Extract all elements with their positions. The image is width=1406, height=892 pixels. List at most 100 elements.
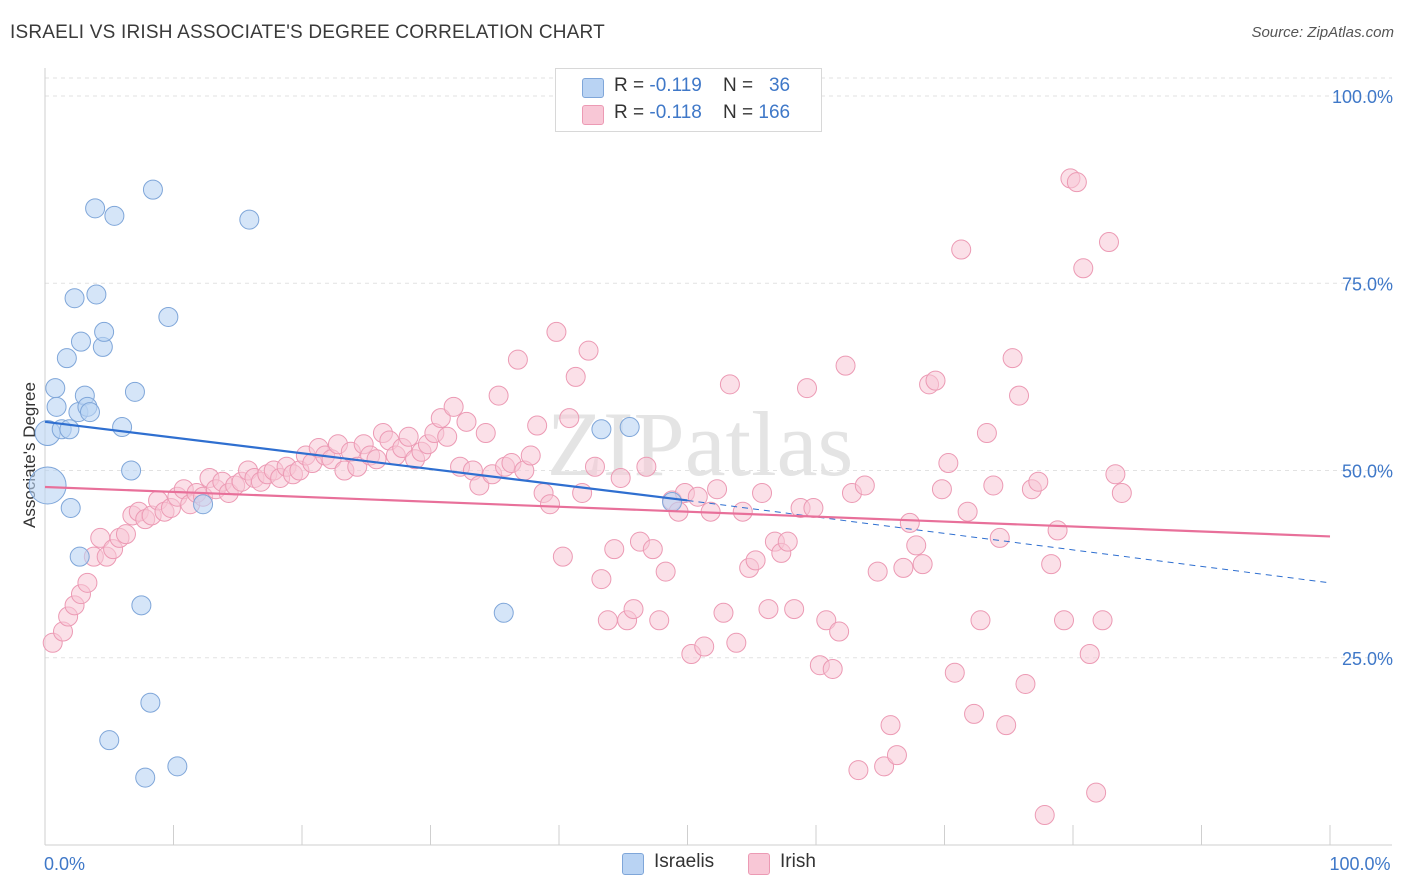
irish-point	[623, 599, 644, 620]
irish-point	[604, 539, 625, 560]
irish-point	[507, 349, 528, 370]
irish-point	[642, 539, 663, 560]
israeli-point	[124, 381, 145, 402]
irish-point	[970, 610, 991, 631]
y-tick-label: 75.0%	[1342, 274, 1393, 294]
irish-point	[1105, 464, 1126, 485]
israeli-point	[56, 348, 77, 369]
irish-point	[732, 501, 753, 522]
israeli-point	[45, 378, 66, 399]
irish-point	[559, 408, 580, 429]
israeli-point	[135, 767, 156, 788]
x-tick-label: 0.0%	[44, 854, 85, 874]
irish-point	[899, 512, 920, 533]
r-label: R =	[614, 75, 645, 96]
irish-point	[931, 479, 952, 500]
irish-point	[874, 756, 895, 777]
israeli-point	[121, 460, 142, 481]
israeli-point	[59, 419, 80, 440]
irish-point	[1015, 673, 1036, 694]
irish-point	[527, 415, 548, 436]
r-label: R =	[614, 102, 645, 123]
trend-lines	[44, 420, 1331, 584]
israeli-point	[46, 396, 67, 417]
israeli-point	[140, 692, 161, 713]
n-label: N =	[722, 75, 754, 96]
irish-point	[777, 531, 798, 552]
israeli-point	[94, 321, 115, 342]
irish-point	[552, 546, 573, 567]
irish-point	[1041, 554, 1062, 575]
irish-point	[938, 453, 959, 474]
israeli-trend-extension	[687, 499, 1331, 584]
israelis-swatch	[622, 853, 644, 875]
israeli-point	[131, 595, 152, 616]
irish-point	[745, 550, 766, 571]
israeli-point	[70, 331, 91, 352]
irish-point	[591, 569, 612, 590]
irish-point	[797, 378, 818, 399]
correlation-legend: R = -0.119 N = 36 R = -0.118 N = 166	[555, 68, 822, 132]
irish-point	[1086, 782, 1107, 803]
irish-point	[636, 456, 657, 477]
irish-point	[822, 658, 843, 679]
israelis-swatch	[582, 78, 604, 98]
irish-point	[649, 610, 670, 631]
irish-point	[475, 423, 496, 444]
israeli-point	[64, 288, 85, 309]
irish-point	[1098, 232, 1119, 253]
irish-point	[880, 715, 901, 736]
chart-title: ISRAELI VS IRISH ASSOCIATE'S DEGREE CORR…	[10, 22, 605, 43]
irish-point	[957, 501, 978, 522]
irish-point	[437, 426, 458, 447]
irish-point	[347, 456, 368, 477]
irish-point	[944, 662, 965, 683]
irish-point	[925, 370, 946, 391]
israeli-point	[142, 179, 163, 200]
irish-point	[430, 408, 451, 429]
israeli-trend-line	[44, 420, 688, 502]
irish-trend-line	[44, 485, 1331, 538]
irish-point	[719, 374, 740, 395]
r-value: -0.118	[649, 102, 702, 123]
irish-point	[1047, 520, 1068, 541]
irish-point	[713, 602, 734, 623]
irish-point	[983, 475, 1004, 496]
legend-israelis-text: R = -0.119 N = 36	[614, 75, 790, 97]
n-value: 166	[758, 102, 791, 123]
irish-point	[1034, 805, 1055, 826]
irish-point	[996, 715, 1017, 736]
irish-point	[906, 535, 927, 556]
irish-point	[803, 497, 824, 518]
irish-point	[398, 426, 419, 447]
irish-point	[1073, 258, 1094, 279]
legend-label: Irish	[780, 851, 816, 872]
israeli-point	[99, 730, 120, 751]
irish-point	[752, 482, 773, 503]
legend-irish-text: R = -0.118 N = 166	[614, 102, 790, 124]
israeli-points	[28, 179, 683, 788]
israeli-point	[239, 209, 260, 230]
irish-swatch	[582, 105, 604, 125]
israeli-point	[193, 494, 214, 515]
israeli-point	[619, 417, 640, 438]
legend-label: Israelis	[654, 851, 715, 872]
irish-point	[912, 554, 933, 575]
israeli-point	[69, 546, 90, 567]
irish-point	[520, 445, 541, 466]
watermark: ZIPatlas	[547, 393, 854, 495]
israeli-point	[28, 466, 67, 505]
irish-point	[726, 632, 747, 653]
irish-point	[540, 494, 561, 515]
irish-point	[989, 527, 1010, 548]
irish-point	[964, 703, 985, 724]
irish-point	[115, 524, 136, 545]
israeli-point	[79, 402, 100, 423]
irish-point	[694, 636, 715, 657]
irish-point	[456, 411, 477, 432]
n-label: N =	[722, 102, 754, 123]
y-tick-label: 25.0%	[1342, 649, 1393, 669]
irish-point	[488, 385, 509, 406]
irish-point	[597, 610, 618, 631]
